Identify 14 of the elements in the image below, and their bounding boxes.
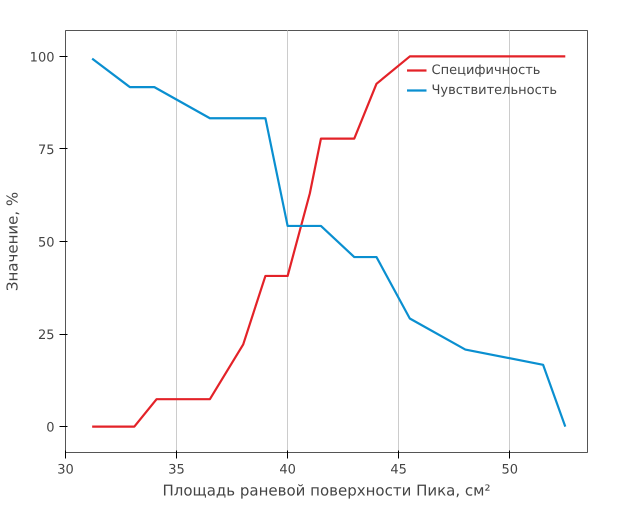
x-tick-label: 50: [501, 462, 518, 478]
y-axis-title: Значение, %: [4, 192, 22, 292]
y-tick-label: 100: [30, 50, 55, 66]
x-tick-label: 45: [390, 462, 407, 478]
legend-label: Чувствительность: [432, 82, 557, 98]
y-tick-label: 75: [38, 142, 55, 158]
x-tick-label: 35: [168, 462, 185, 478]
x-axis-title: Площадь раневой поверхности Пика, см²: [162, 482, 490, 500]
legend-label: Специфичность: [432, 62, 540, 78]
x-tick-label: 40: [279, 462, 296, 478]
y-tick-label: 0: [46, 420, 55, 436]
y-tick-label: 50: [38, 236, 55, 250]
y-tick-label: 25: [38, 328, 55, 344]
x-tick-label: 30: [57, 462, 74, 478]
